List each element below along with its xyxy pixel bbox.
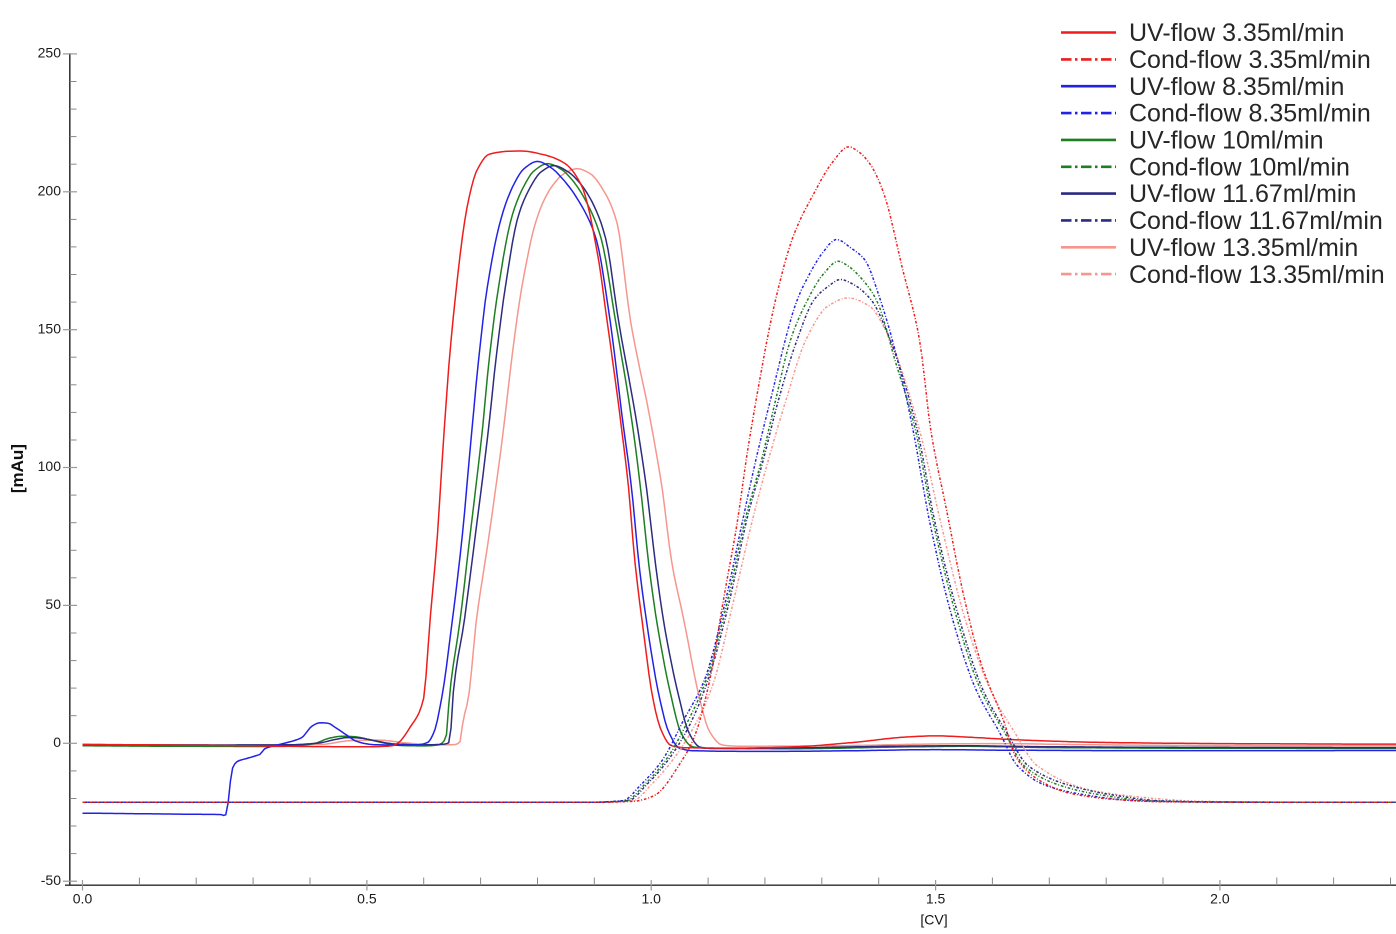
svg-text:0.0: 0.0 [73,891,93,907]
svg-text:UV-flow 11.67ml/min: UV-flow 11.67ml/min [1129,180,1356,208]
svg-text:0: 0 [53,734,61,750]
svg-text:1.0: 1.0 [641,891,661,907]
svg-text:Cond-flow 11.67ml/min: Cond-flow 11.67ml/min [1129,207,1383,235]
svg-text:250: 250 [38,45,62,61]
svg-text:Cond-flow 8.35ml/min: Cond-flow 8.35ml/min [1129,100,1371,128]
svg-text:150: 150 [38,320,62,336]
svg-text:UV-flow 3.35ml/min: UV-flow 3.35ml/min [1129,19,1344,47]
svg-text:1.5: 1.5 [926,891,946,907]
svg-text:[mAu]: [mAu] [8,444,27,493]
svg-text:UV-flow 13.35ml/min: UV-flow 13.35ml/min [1129,234,1358,262]
svg-text:UV-flow 8.35ml/min: UV-flow 8.35ml/min [1129,73,1344,101]
svg-text:[CV]: [CV] [920,912,947,928]
svg-text:-50: -50 [41,872,61,888]
svg-text:UV-flow 10ml/min: UV-flow 10ml/min [1129,127,1324,155]
svg-text:50: 50 [45,596,61,612]
svg-text:2.0: 2.0 [1210,891,1230,907]
svg-text:100: 100 [38,458,62,474]
svg-text:Cond-flow 13.35ml/min: Cond-flow 13.35ml/min [1129,261,1385,289]
svg-text:Cond-flow 3.35ml/min: Cond-flow 3.35ml/min [1129,46,1371,74]
svg-text:200: 200 [38,182,62,198]
svg-text:Cond-flow 10ml/min: Cond-flow 10ml/min [1129,153,1350,181]
svg-text:0.5: 0.5 [357,891,377,907]
